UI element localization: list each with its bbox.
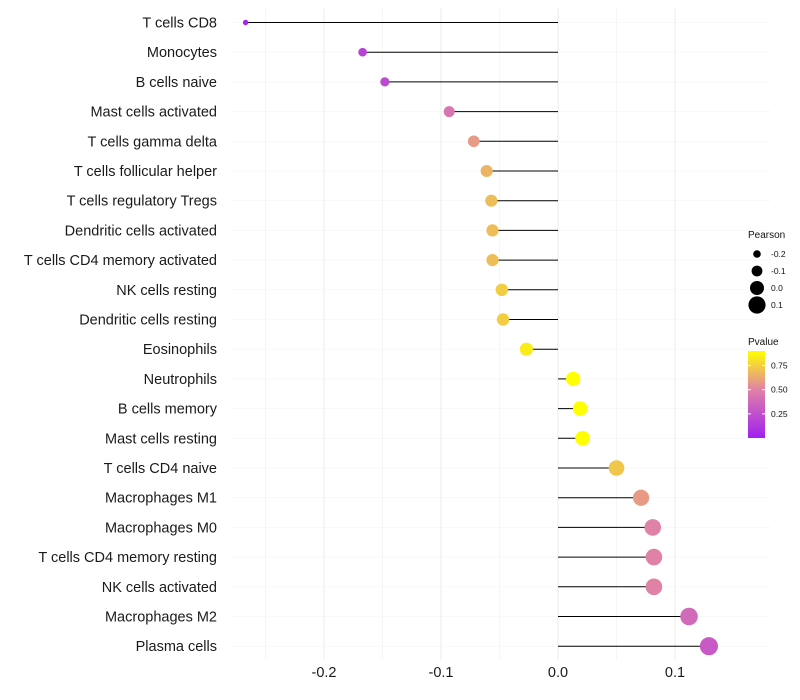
legend-size-dot bbox=[750, 281, 764, 295]
legend-size-dot bbox=[751, 265, 763, 277]
lollipop-dot bbox=[645, 578, 663, 596]
category-label: Mast cells resting bbox=[105, 431, 217, 447]
lollipop-dot bbox=[645, 548, 663, 566]
lollipop-dot bbox=[572, 401, 588, 416]
colorbar-label: 0.75 bbox=[771, 361, 788, 371]
lollipop-dot bbox=[575, 430, 590, 446]
x-axis-ticks: -0.2 -0.1 0.0 0.1 bbox=[312, 665, 686, 681]
category-label: T cells CD4 naive bbox=[104, 461, 217, 477]
colorbar-label: 0.25 bbox=[771, 409, 788, 419]
lollipop-dot bbox=[608, 460, 625, 476]
legend-size-dot bbox=[748, 296, 766, 314]
lollipop-dot bbox=[496, 313, 510, 326]
category-labels: T cells CD8 Monocytes B cells naive Mast ce… bbox=[24, 16, 218, 656]
lollipop-stems bbox=[245, 22, 709, 647]
lollipop-dot bbox=[486, 253, 499, 267]
lollipop-dot bbox=[358, 47, 367, 57]
category-label: T cells CD4 memory activated bbox=[24, 253, 217, 269]
category-label: T cells gamma delta bbox=[88, 134, 218, 150]
legend-pearson: Pearson -0.2 -0.1 0.0 0.1 bbox=[748, 230, 786, 314]
lollipop-dot bbox=[632, 489, 650, 506]
lollipop-dot bbox=[480, 164, 493, 178]
legend-pearson-title: Pearson bbox=[748, 230, 785, 241]
legend-size-label: 0.0 bbox=[771, 283, 783, 293]
lollipop-dot bbox=[495, 283, 509, 297]
legend-colorbar bbox=[748, 351, 765, 438]
category-label: Neutrophils bbox=[144, 372, 217, 388]
legend-size-label: -0.2 bbox=[771, 249, 786, 259]
x-tick-label: -0.1 bbox=[429, 665, 454, 681]
category-label: B cells memory bbox=[118, 402, 218, 418]
category-label: Macrophages M2 bbox=[105, 610, 217, 626]
lollipop-dot bbox=[699, 637, 718, 656]
x-tick-label: -0.2 bbox=[312, 665, 337, 681]
category-label: T cells CD4 memory resting bbox=[38, 550, 217, 566]
category-label: Mast cells activated bbox=[90, 105, 217, 121]
legend-size-label: 0.1 bbox=[771, 300, 783, 310]
lollipop-dot bbox=[486, 224, 499, 237]
lollipop-dot bbox=[443, 106, 455, 118]
category-label: NK cells activated bbox=[102, 580, 217, 596]
lollipop-dot bbox=[380, 77, 390, 87]
legend-size-label: -0.1 bbox=[771, 266, 786, 276]
lollipop-dots bbox=[242, 19, 718, 656]
x-tick-label: 0.0 bbox=[548, 665, 568, 681]
legend-size-dot bbox=[753, 250, 761, 258]
lollipop-dot bbox=[680, 607, 698, 626]
lollipop-dot bbox=[467, 135, 480, 148]
lollipop-dot bbox=[566, 371, 581, 387]
lollipop-dot bbox=[242, 19, 249, 26]
category-label: Dendritic cells activated bbox=[65, 223, 217, 239]
grid-lines bbox=[232, 8, 770, 660]
category-label: B cells naive bbox=[136, 75, 217, 91]
lollipop-dot bbox=[644, 519, 662, 536]
x-tick-label: 0.1 bbox=[665, 665, 685, 681]
category-label: Macrophages M0 bbox=[105, 520, 217, 536]
lollipop-dot bbox=[485, 194, 498, 207]
lollipop-dot bbox=[519, 342, 533, 356]
category-label: T cells regulatory Tregs bbox=[67, 194, 217, 210]
legend-pvalue-title: Pvalue bbox=[748, 337, 779, 348]
category-label: Plasma cells bbox=[136, 639, 217, 655]
category-label: T cells follicular helper bbox=[74, 164, 217, 180]
colorbar-label: 0.50 bbox=[771, 385, 788, 395]
legend-pvalue: Pvalue 0.25 0.50 0.75 bbox=[748, 337, 788, 438]
category-label: NK cells resting bbox=[116, 283, 217, 299]
category-label: Eosinophils bbox=[143, 342, 217, 358]
category-label: Dendritic cells resting bbox=[79, 313, 217, 329]
category-label: T cells CD8 bbox=[142, 16, 217, 32]
category-label: Macrophages M1 bbox=[105, 491, 217, 507]
category-label: Monocytes bbox=[147, 45, 217, 61]
